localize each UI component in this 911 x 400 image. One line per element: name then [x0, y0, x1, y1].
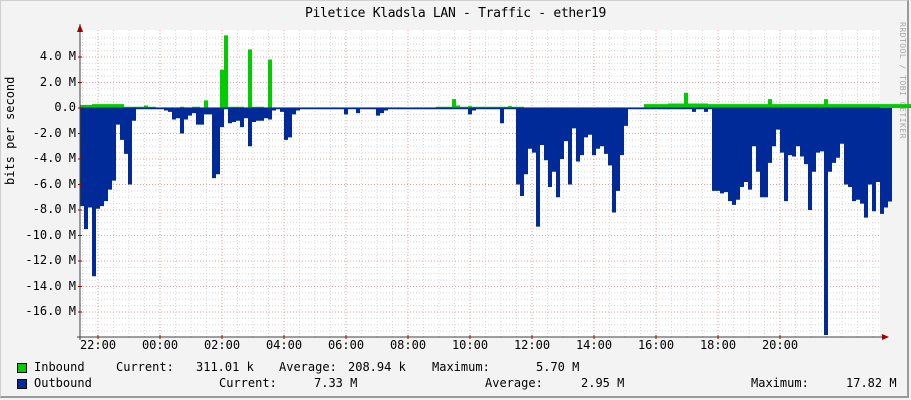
inbound-maximum-label: Maximum: [432, 360, 490, 374]
x-tick-label: 16:00 [637, 338, 675, 352]
x-tick-label: 18:00 [699, 338, 737, 352]
y-tick-label: -16.0 M [25, 304, 76, 318]
x-tick-label: 20:00 [761, 338, 799, 352]
y-tick-label: -2.0 M [32, 125, 76, 140]
x-tick-label: 04:00 [265, 338, 303, 352]
y-tick-label: 2.0 M [39, 74, 76, 89]
outbound-maximum-label: Maximum: [751, 376, 809, 390]
inbound-swatch [17, 363, 27, 373]
graph-title: Piletice Kladsla LAN - Traffic - ether19 [304, 6, 607, 21]
y-tick-label: 0.0 [54, 100, 76, 114]
inbound-label: Inbound [34, 360, 85, 374]
y-tick-label: -4.0 M [32, 151, 76, 165]
outbound-average-value: 2.95 M [581, 376, 625, 390]
outbound-swatch [17, 379, 27, 389]
outbound-current-value: 7.33 M [314, 376, 358, 390]
inbound-current-value: 311.01 k [196, 360, 254, 374]
inbound-average-label: Average: [279, 360, 337, 374]
x-tick-label: 02:00 [203, 338, 241, 352]
y-tick-label: 4.0 M [39, 49, 76, 63]
inbound-area [80, 35, 911, 108]
inbound-current-label: Current: [116, 360, 174, 374]
outbound-current-label: Current: [219, 376, 277, 390]
outbound-area [80, 108, 892, 335]
y-tick-label: -6.0 M [32, 176, 76, 191]
rrdtool-watermark: RRDTOOL / TOBI OETIKER [898, 22, 907, 139]
x-tick-label: 10:00 [451, 338, 489, 352]
y-tick-label: -14.0 M [25, 278, 76, 293]
x-tick-label: 12:00 [513, 338, 551, 352]
x-tick-label: 06:00 [327, 338, 365, 352]
traffic-chart [77, 24, 911, 340]
x-tick-label: 22:00 [79, 338, 117, 352]
inbound-average-value: 208.94 k [348, 360, 406, 374]
x-tick-label: 14:00 [575, 338, 613, 352]
y-tick-label: -12.0 M [25, 253, 76, 267]
x-tick-label: 00:00 [141, 338, 179, 352]
outbound-label: Outbound [34, 376, 92, 390]
y-tick-label: -8.0 M [32, 202, 76, 216]
x-tick-label: 08:00 [389, 338, 427, 352]
y-tick-label: -10.0 M [25, 227, 76, 242]
outbound-maximum-value: 17.82 M [846, 376, 897, 390]
outbound-average-label: Average: [485, 376, 543, 390]
inbound-maximum-value: 5.70 M [536, 360, 580, 374]
